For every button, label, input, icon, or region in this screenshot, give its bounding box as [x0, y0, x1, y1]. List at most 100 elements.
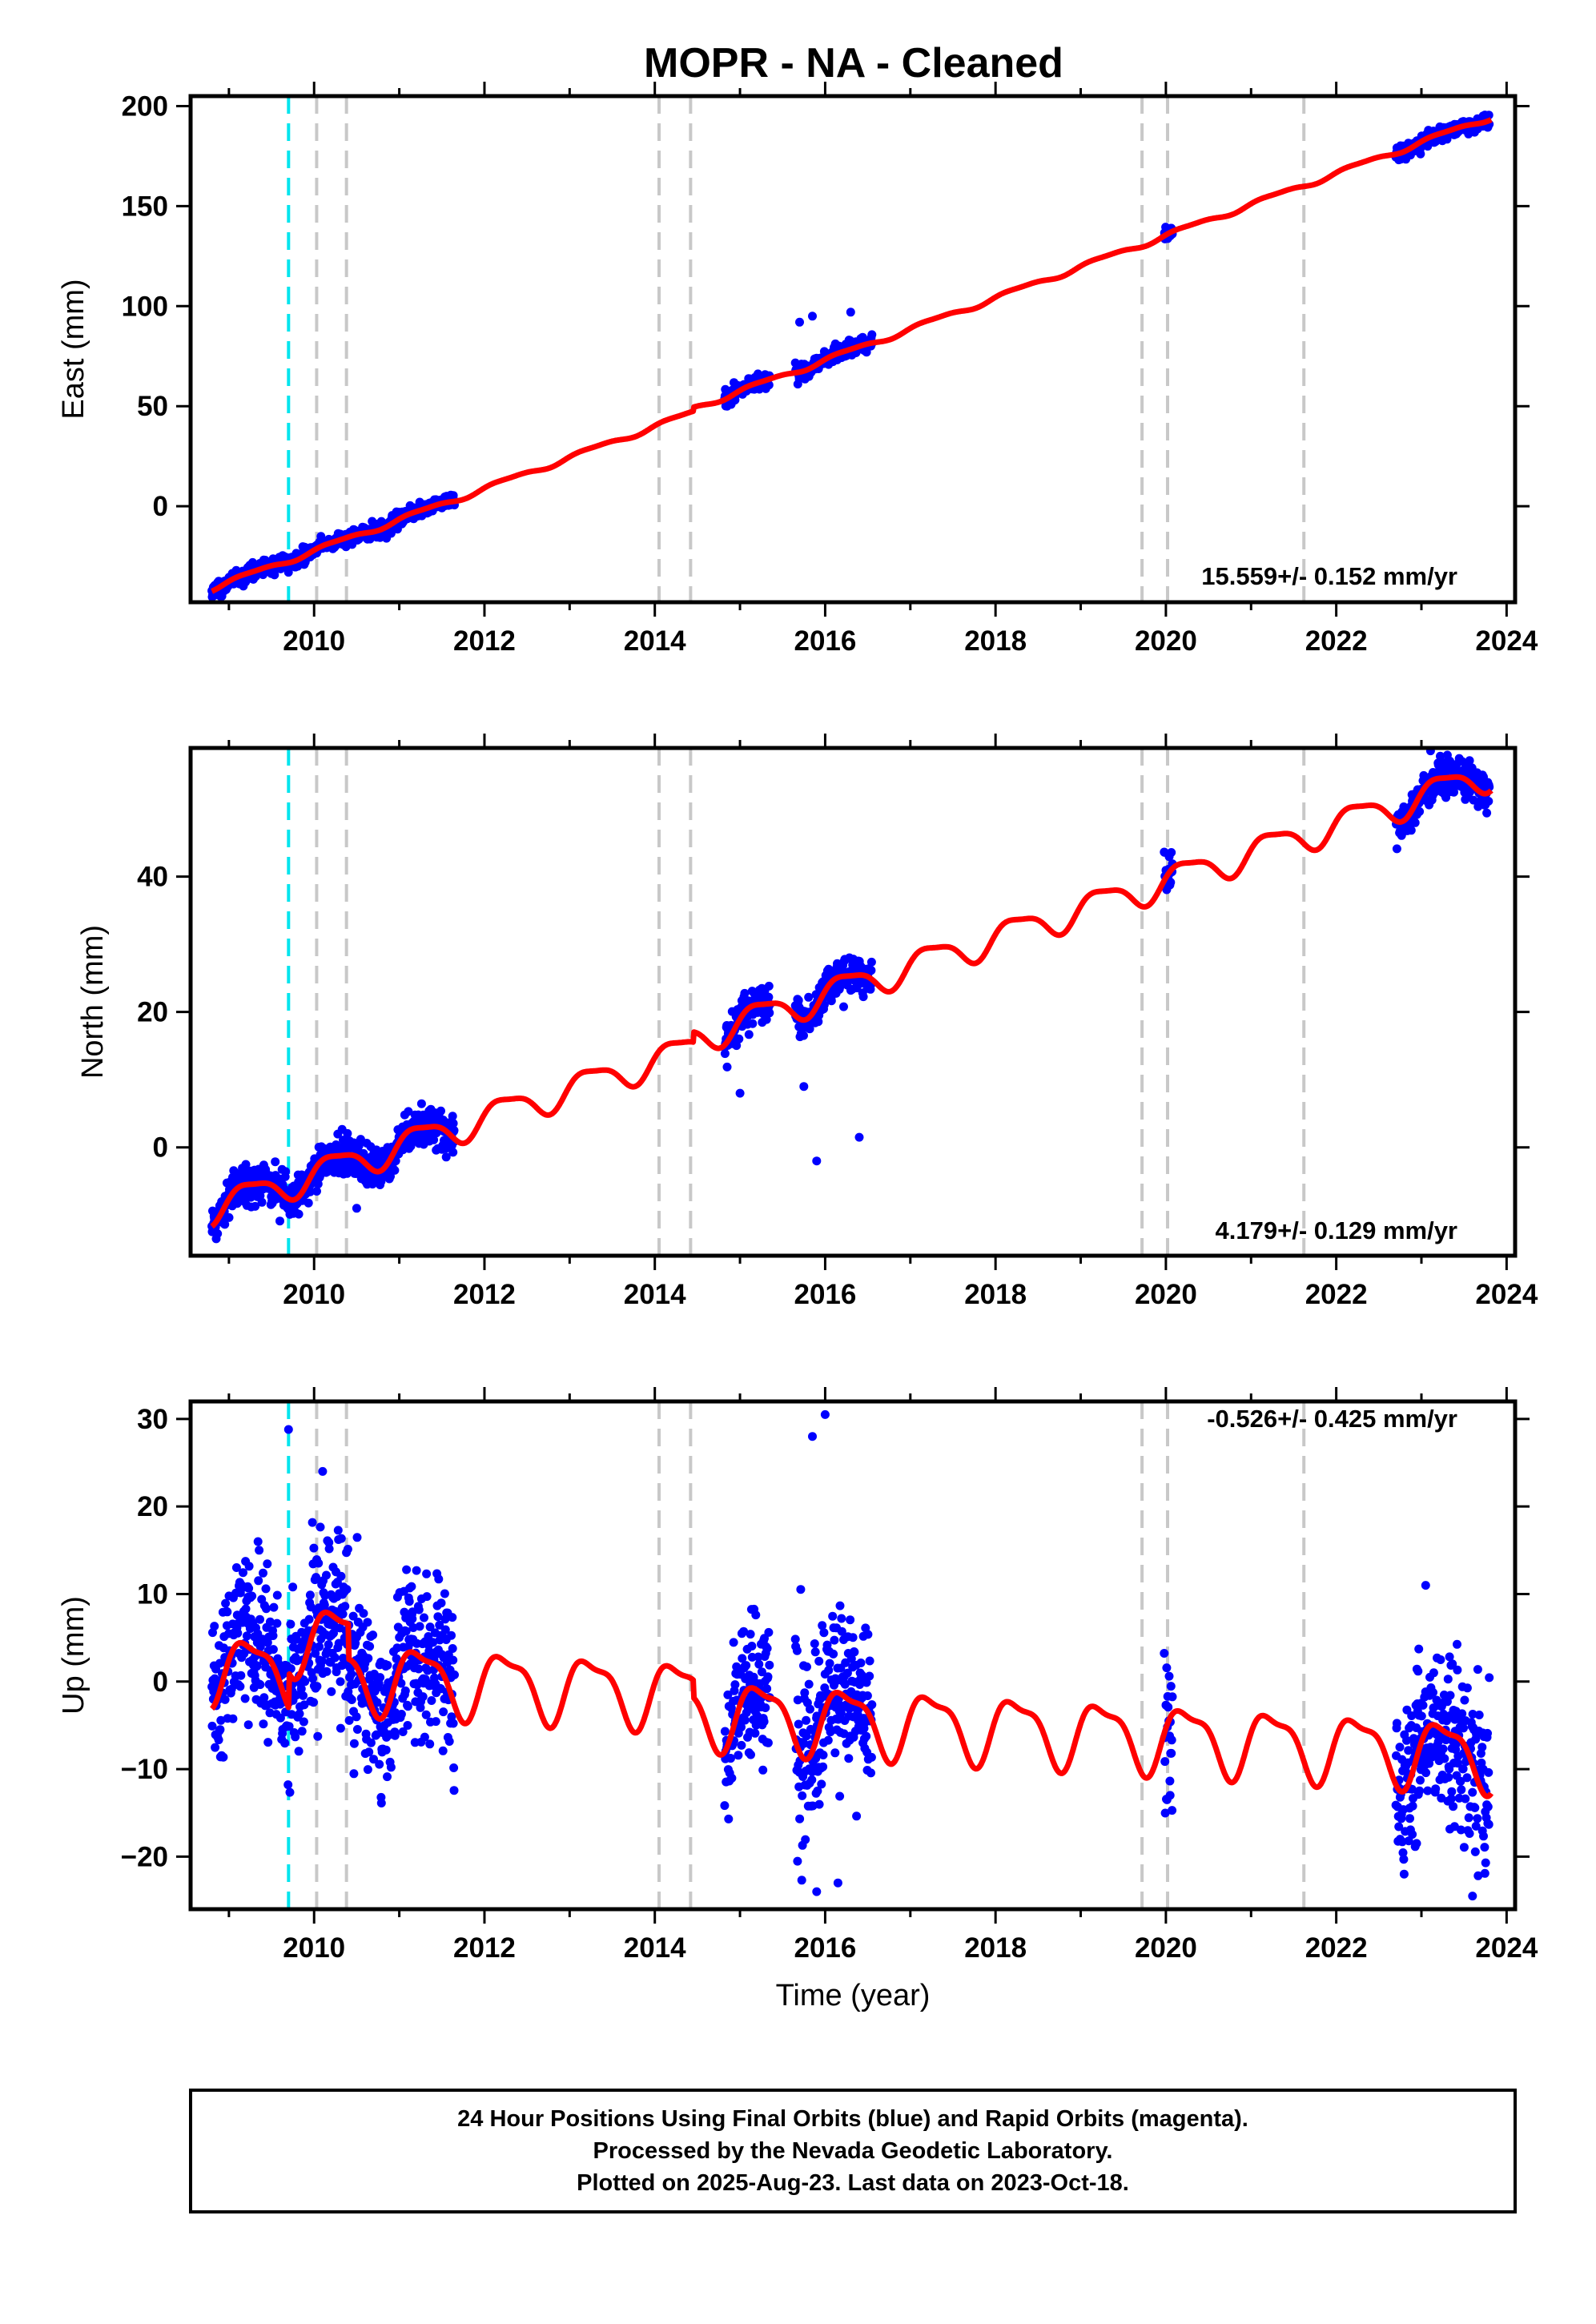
data-point — [740, 1715, 750, 1725]
x-tick-label: 2012 — [453, 625, 516, 657]
data-point — [448, 1644, 457, 1653]
data-point — [309, 1543, 319, 1553]
data-point — [1408, 1830, 1417, 1839]
data-point — [1168, 1692, 1177, 1702]
data-point — [833, 1878, 842, 1888]
data-point — [291, 1732, 300, 1742]
data-point — [242, 1631, 251, 1641]
data-point — [1419, 770, 1429, 780]
y-tick-label: 20 — [137, 1491, 168, 1522]
data-point — [810, 1647, 820, 1657]
data-point — [1461, 1794, 1470, 1803]
plot-area — [207, 96, 1494, 602]
data-point — [761, 1703, 770, 1712]
data-point — [403, 1702, 412, 1711]
data-point — [1167, 848, 1176, 857]
data-point — [866, 966, 876, 975]
data-point — [261, 1584, 271, 1594]
data-point — [820, 1409, 830, 1419]
data-point — [805, 1024, 814, 1034]
data-point — [1474, 1711, 1484, 1719]
data-point — [1449, 787, 1458, 797]
data-point — [748, 1019, 758, 1028]
y-tick-label: 20 — [137, 997, 168, 1028]
note-line-1: 24 Hour Positions Using Final Orbits (bl… — [457, 2106, 1248, 2132]
x-tick-label: 2024 — [1475, 1932, 1538, 1964]
data-point — [1160, 1649, 1169, 1658]
data-point — [1453, 1665, 1462, 1675]
data-point — [272, 1618, 282, 1628]
data-point — [291, 1691, 301, 1700]
data-point — [313, 1180, 323, 1188]
data-point — [433, 1612, 443, 1622]
data-point — [365, 1642, 375, 1651]
data-point — [449, 1786, 459, 1795]
data-point — [797, 1876, 806, 1885]
data-point — [425, 1622, 435, 1632]
data-point — [311, 1649, 320, 1659]
data-point — [352, 1204, 361, 1213]
data-point — [304, 1614, 314, 1624]
velocity-rate-label: -0.526+/- 0.425 mm/yr — [1207, 1405, 1457, 1433]
data-point — [1445, 1764, 1454, 1774]
data-point — [1436, 1655, 1445, 1664]
y-tick-label: 40 — [137, 862, 168, 893]
data-point — [862, 1691, 872, 1700]
data-point — [1473, 1814, 1482, 1823]
data-point — [254, 1576, 263, 1586]
data-point — [376, 1799, 386, 1807]
plot-area — [207, 1401, 1494, 1909]
data-point — [722, 1062, 732, 1072]
data-point — [381, 1745, 391, 1755]
data-point — [296, 1644, 306, 1654]
data-point — [795, 317, 804, 327]
data-point — [428, 1638, 438, 1647]
velocity-rate-label: 15.559+/- 0.152 mm/yr — [1201, 562, 1457, 590]
data-point — [802, 1731, 811, 1741]
data-point — [211, 1743, 220, 1752]
x-tick-label: 2014 — [624, 625, 686, 657]
data-point — [826, 996, 836, 1006]
data-point — [416, 1099, 426, 1108]
data-point — [359, 1609, 368, 1618]
data-point — [275, 1216, 284, 1226]
data-point — [1440, 1754, 1449, 1763]
note-line-2: Processed by the Nevada Geodetic Laborat… — [593, 2138, 1113, 2164]
data-point — [233, 1628, 243, 1638]
data-point — [259, 1719, 268, 1729]
data-point — [724, 1814, 734, 1823]
data-point — [850, 1647, 859, 1657]
data-point — [214, 1735, 223, 1745]
data-point — [390, 1165, 400, 1175]
data-point — [1166, 878, 1176, 887]
data-point — [268, 1645, 278, 1655]
data-point — [286, 1664, 295, 1674]
data-point — [272, 1590, 282, 1600]
data-point — [825, 1659, 834, 1668]
data-point — [344, 1715, 354, 1725]
data-point — [1470, 1847, 1480, 1856]
data-point — [450, 1670, 459, 1679]
data-point — [329, 1628, 338, 1638]
data-point — [751, 1610, 761, 1620]
data-point — [220, 1695, 230, 1704]
data-point — [1423, 1786, 1433, 1795]
data-point — [1441, 1735, 1451, 1745]
data-point — [746, 1630, 755, 1639]
data-point — [1464, 1813, 1473, 1823]
data-point — [343, 1128, 352, 1138]
data-point — [1459, 1723, 1468, 1733]
data-point — [764, 992, 774, 1002]
data-point — [312, 1682, 322, 1691]
data-point — [1405, 1814, 1414, 1823]
data-point — [296, 1684, 306, 1694]
data-point — [763, 1738, 773, 1747]
data-point — [228, 1714, 238, 1723]
data-point — [402, 1565, 412, 1574]
data-point — [1457, 1785, 1466, 1795]
data-point — [219, 1752, 228, 1762]
data-point — [297, 1727, 307, 1736]
data-point — [431, 1717, 440, 1727]
data-point — [754, 1652, 763, 1662]
data-point — [401, 1626, 411, 1636]
